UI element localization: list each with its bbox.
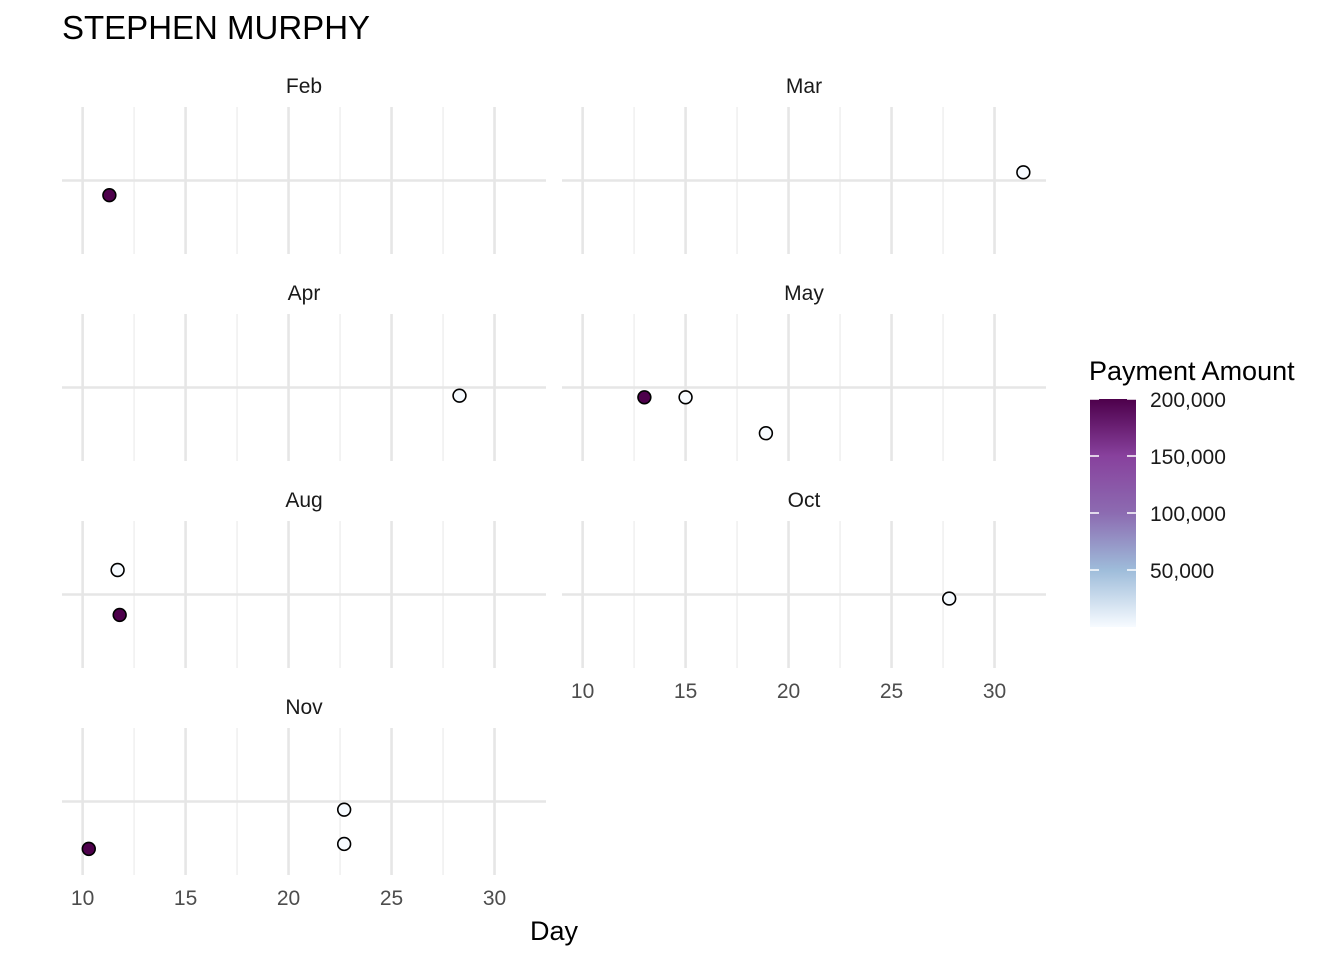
data-point	[678, 390, 693, 405]
data-point	[758, 426, 774, 441]
legend-tick-label: 150,000	[1150, 446, 1226, 469]
facet-label: May	[784, 282, 824, 305]
x-tick-label: 15	[674, 680, 697, 703]
facet-label: Nov	[285, 696, 323, 719]
facet-label: Apr	[288, 282, 321, 305]
panel-aug: Aug	[62, 489, 546, 668]
data-point	[452, 388, 467, 403]
data-point	[336, 836, 352, 852]
legend-tick-label: 200,000	[1150, 389, 1226, 412]
panel-mar: Mar	[562, 75, 1046, 254]
data-point	[1016, 165, 1031, 180]
x-tick-label: 15	[174, 887, 197, 910]
x-tick-label: 20	[277, 887, 300, 910]
legend-tick-label: 100,000	[1150, 503, 1226, 526]
x-tick-label: 20	[777, 680, 800, 703]
panel-feb: Feb	[62, 75, 546, 254]
legend: Payment Amount 200,000 150,000 100,000 50,0…	[1089, 356, 1295, 627]
data-point	[110, 562, 125, 578]
legend-tick-label: 50,000	[1150, 560, 1214, 583]
x-axis-label: Day	[530, 916, 579, 946]
facet-label: Mar	[786, 75, 822, 98]
x-tick-label: 30	[983, 680, 1006, 703]
chart-title: STEPHEN MURPHY	[62, 9, 370, 46]
x-tick-label: 30	[483, 887, 506, 910]
facet-label: Aug	[285, 489, 322, 512]
x-tick-label: 10	[571, 680, 594, 703]
facet-panels: Feb Mar Apr May Aug Oct 10 15 20 25 30 Nov 10 15 20 25 3…	[62, 75, 1046, 910]
data-point	[102, 188, 117, 203]
x-tick-label: 25	[380, 887, 403, 910]
legend-title: Payment Amount	[1089, 356, 1295, 386]
data-point	[81, 841, 96, 857]
facet-label: Oct	[788, 489, 821, 512]
x-tick-label: 25	[880, 680, 903, 703]
data-point	[112, 607, 127, 623]
panel-apr: Apr	[62, 282, 546, 461]
data-point	[336, 802, 352, 817]
data-point	[941, 591, 957, 606]
facet-label: Feb	[286, 75, 322, 98]
data-point	[637, 390, 652, 405]
panel-nov: Nov 10 15 20 25 30	[62, 696, 546, 910]
panel-may: May	[562, 282, 1046, 461]
x-tick-label: 10	[71, 887, 94, 910]
panel-oct: Oct 10 15 20 25 30	[562, 489, 1046, 703]
